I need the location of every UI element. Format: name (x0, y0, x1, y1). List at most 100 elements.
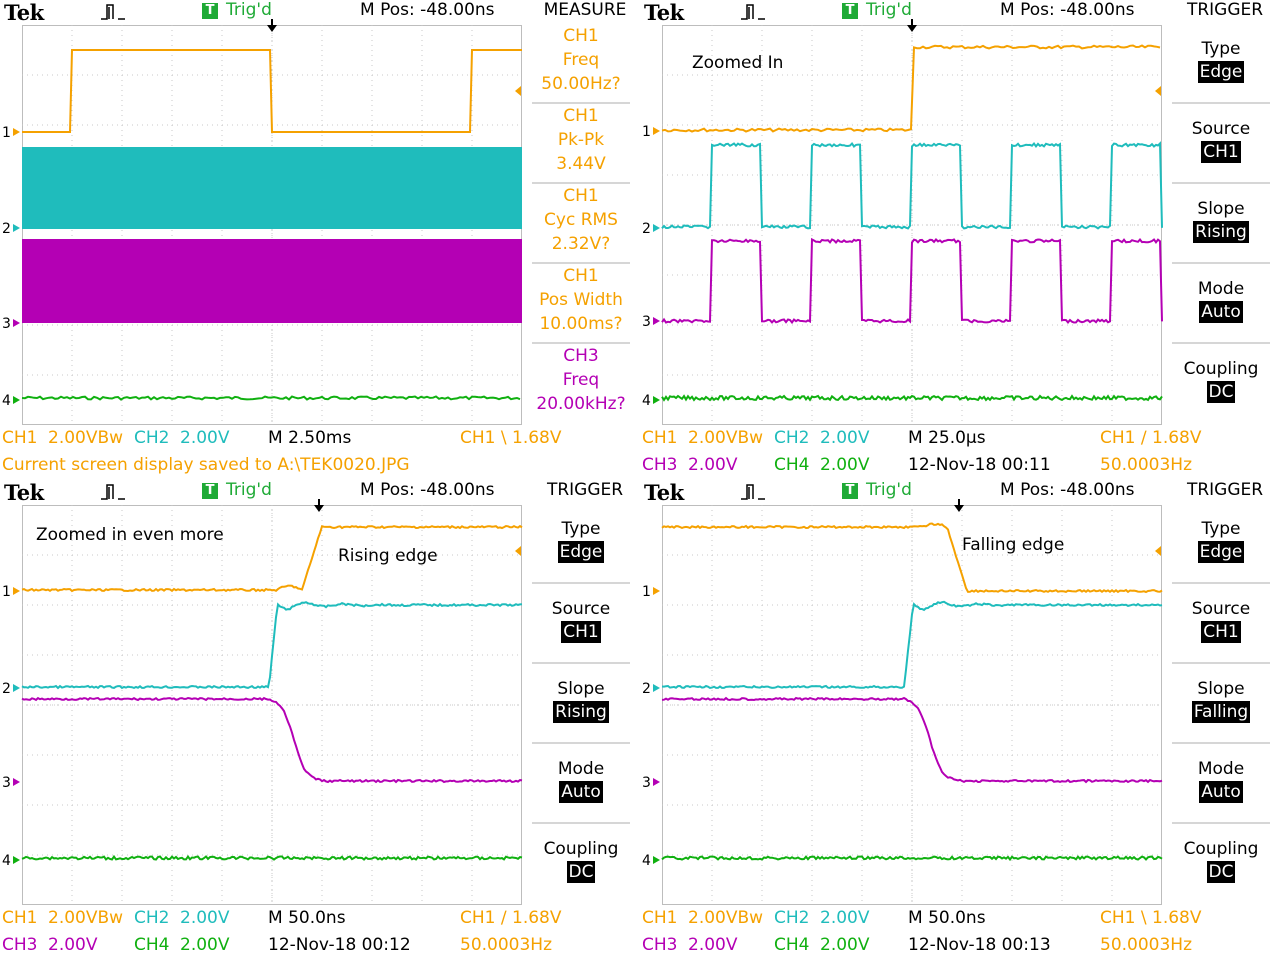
trigger-status: Trig'd (866, 0, 912, 20)
ch1-scale: 2.00VBw (48, 428, 124, 448)
ch1-waveform (661, 44, 1161, 133)
trigger-type-button[interactable]: Type Edge (532, 504, 630, 584)
channel-marker-arrow (653, 127, 660, 135)
annotation-text: Falling edge (962, 535, 1065, 555)
trigger-slope-button[interactable]: Slope Rising (532, 664, 630, 744)
graticule: 1 2 3 4 (2, 499, 523, 905)
channel-marker-3: 3 (2, 775, 11, 791)
channel-marker-arrow (13, 587, 20, 595)
trigger-frequency: 50.0003Hz (460, 935, 553, 955)
trigger-type-button[interactable]: Type Edge (1172, 504, 1270, 584)
annotation-text: Zoomed In (692, 53, 784, 73)
ch2-waveform (21, 601, 523, 690)
trigger-coupling-button[interactable]: Coupling DC (543, 839, 619, 883)
trigger-level-icon (515, 86, 521, 96)
run-pulse-icon (741, 4, 765, 20)
channel-marker-2: 2 (2, 681, 11, 697)
annotation-edge-text: Rising edge (338, 546, 438, 566)
trigger-menu: Type Edge Source CH1 Slope Falling Mode Auto… (1172, 504, 1272, 904)
scope-screen-2: Tek T Trig'd M Pos: -48.00ns TRIGGER 1 2 3… (640, 0, 1280, 480)
horizontal-position: M Pos: -48.00ns (1000, 480, 1135, 500)
trigger-readout: CH1 ∕ 1.68V (1100, 428, 1202, 448)
trigger-mode-button[interactable]: Mode Auto (1172, 744, 1270, 824)
graticule: 1 2 3 4 (2, 19, 522, 425)
trigger-menu: Type Edge Source CH1 Slope Rising Mode Auto … (1172, 24, 1272, 424)
channel-marker-4: 4 (2, 393, 11, 409)
horizontal-position: M Pos: -48.00ns (360, 480, 495, 500)
ch4-label: CH4 (134, 935, 170, 955)
horizontal-position: M Pos: -48.00ns (360, 0, 495, 20)
ch2-waveform (22, 147, 522, 229)
ch1-scale: 2.00VBw (688, 908, 764, 928)
channel-marker-arrow (13, 684, 20, 692)
trigger-source-button[interactable]: Source CH1 (1172, 584, 1270, 664)
channel-marker-1: 1 (2, 125, 11, 141)
ch2-waveform (661, 600, 1163, 690)
ch2-scale: 2.00V (820, 908, 870, 928)
channel-marker-arrow (653, 778, 660, 786)
ch4-waveform (21, 854, 523, 861)
trigger-level-icon (1155, 546, 1161, 556)
measure-1[interactable]: CH1 Freq 50.00Hz? (532, 24, 630, 104)
channel-marker-1: 1 (2, 584, 11, 600)
graticule: 1 2 3 4 (642, 499, 1163, 905)
ch4-label: CH4 (774, 935, 810, 955)
brand-logo: Tek (4, 480, 44, 505)
channel-marker-arrow (13, 396, 20, 404)
trigger-status: Trig'd (226, 480, 272, 500)
trigger-mode-button[interactable]: Mode Auto (532, 744, 630, 824)
channel-marker-4: 4 (642, 853, 651, 869)
ch2-scale: 2.00V (180, 428, 230, 448)
scope-screen-1: Tek T Trig'd M Pos: -48.00ns MEASURE 1 2 3… (0, 0, 640, 480)
ch1-scale: 2.00VBw (48, 908, 124, 928)
menu-title: TRIGGER (1186, 0, 1264, 20)
trigger-position-icon (907, 25, 917, 32)
trigger-source-button[interactable]: Source CH1 (1172, 104, 1270, 184)
trigger-slope-button[interactable]: Slope Falling (1172, 664, 1270, 744)
menu-title: MEASURE (543, 0, 627, 20)
ch1-waveform (21, 524, 523, 593)
header: Tek T Trig'd M Pos: -48.00ns MEASURE (0, 0, 640, 25)
trigger-frequency: 50.0003Hz (1100, 935, 1193, 955)
trigger-menu: Type Edge Source CH1 Slope Rising Mode Auto … (532, 504, 632, 904)
channel-marker-3: 3 (642, 314, 651, 330)
trigger-readout: CH1 \ 1.68V (460, 428, 562, 448)
header: Tek T Trig'd M Pos: -48.00ns TRIGGER (640, 480, 1280, 505)
trigger-frequency: 50.0003Hz (1100, 455, 1193, 475)
timebase: M 50.0ns (908, 908, 986, 928)
channel-marker-4: 4 (642, 393, 651, 409)
trigger-slope-button[interactable]: Slope Rising (1172, 184, 1270, 264)
trigger-level-icon (1155, 86, 1161, 96)
trigger-type-button[interactable]: Type Edge (1172, 24, 1270, 104)
trigger-status-icon: T (202, 3, 218, 19)
horizontal-position: M Pos: -48.00ns (1000, 0, 1135, 20)
trigger-readout: CH1 \ 1.68V (1100, 908, 1202, 928)
channel-marker-arrow (13, 128, 20, 136)
date-time: 12-Nov-18 00:11 (908, 455, 1051, 475)
run-pulse-icon (101, 484, 125, 500)
channel-marker-3: 3 (642, 775, 651, 791)
measure-4[interactable]: CH1 Pos Width 10.00ms? (532, 264, 630, 344)
channel-marker-4: 4 (2, 853, 11, 869)
trigger-status: Trig'd (866, 480, 912, 500)
trigger-coupling-button[interactable]: Coupling DC (1183, 839, 1259, 883)
ch3-label: CH3 (642, 935, 678, 955)
trigger-coupling-button[interactable]: Coupling DC (1183, 359, 1259, 403)
ch3-scale: 2.00V (688, 935, 738, 955)
header: Tek T Trig'd M Pos: -48.00ns TRIGGER (0, 480, 640, 505)
ch3-waveform (661, 237, 1163, 325)
run-pulse-icon (741, 484, 765, 500)
trigger-status: Trig'd (226, 0, 272, 20)
channel-marker-1: 1 (642, 124, 651, 140)
trigger-position-icon (267, 25, 277, 32)
measure-3[interactable]: CH1 Cyc RMS 2.32V? (532, 184, 630, 264)
channel-marker-2: 2 (642, 221, 651, 237)
measure-5[interactable]: CH3 Freq 20.00kHz? (536, 346, 626, 414)
ch4-waveform (661, 855, 1163, 862)
measure-2[interactable]: CH1 Pk-Pk 3.44V (532, 104, 630, 184)
ch3-waveform (21, 696, 523, 784)
channel-marker-arrow (653, 317, 660, 325)
trigger-mode-button[interactable]: Mode Auto (1172, 264, 1270, 344)
trigger-source-button[interactable]: Source CH1 (532, 584, 630, 664)
ch1-label: CH1 (2, 908, 38, 928)
